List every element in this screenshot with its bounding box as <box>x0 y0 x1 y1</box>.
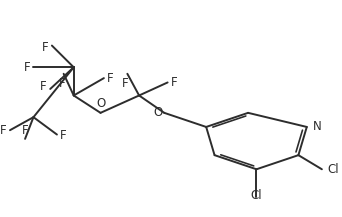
Text: Cl: Cl <box>327 163 339 176</box>
Text: O: O <box>153 106 162 119</box>
Text: Cl: Cl <box>251 189 262 202</box>
Text: N: N <box>313 120 321 133</box>
Text: F: F <box>24 61 30 74</box>
Text: F: F <box>122 77 129 90</box>
Text: F: F <box>22 124 28 137</box>
Text: F: F <box>42 41 49 54</box>
Text: F: F <box>107 72 114 85</box>
Text: F: F <box>60 129 67 142</box>
Text: F: F <box>171 76 177 89</box>
Text: F: F <box>40 80 47 93</box>
Text: F: F <box>58 77 65 90</box>
Text: O: O <box>96 97 105 110</box>
Text: F: F <box>0 124 6 137</box>
